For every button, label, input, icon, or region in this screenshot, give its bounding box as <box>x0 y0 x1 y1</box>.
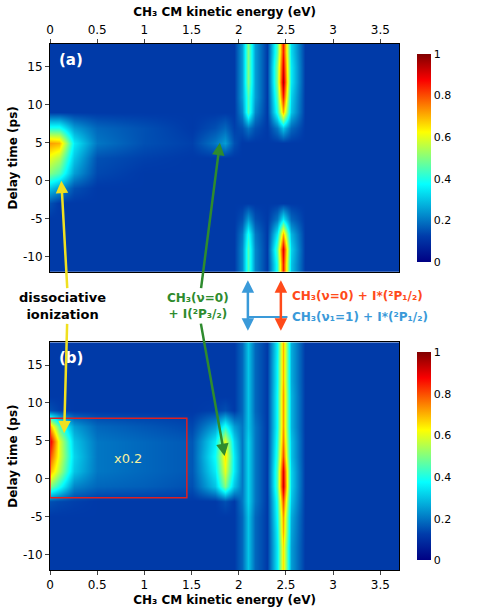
svg-text:1: 1 <box>434 48 441 61</box>
svg-text:0.8: 0.8 <box>434 388 452 401</box>
svg-text:3: 3 <box>329 578 337 592</box>
svg-text:CH₃(ν=0) + I*(²P₁/₂): CH₃(ν=0) + I*(²P₁/₂) <box>292 289 423 303</box>
svg-text:0.2: 0.2 <box>434 512 452 525</box>
svg-text:0: 0 <box>35 174 43 188</box>
svg-text:dissociativeionization: dissociativeionization <box>19 290 106 322</box>
svg-text:1: 1 <box>141 578 149 592</box>
svg-text:5: 5 <box>35 434 43 448</box>
svg-text:1: 1 <box>434 346 441 359</box>
svg-text:2.5: 2.5 <box>276 578 295 592</box>
svg-text:CH₃(ν=0)+ I(²P₃/₂): CH₃(ν=0)+ I(²P₃/₂) <box>167 291 229 321</box>
svg-text:10: 10 <box>27 396 42 410</box>
svg-text:0: 0 <box>46 578 54 592</box>
svg-text:0.4: 0.4 <box>434 173 452 186</box>
svg-text:CH₃(ν₁=1) + I*(²P₁/₂): CH₃(ν₁=1) + I*(²P₁/₂) <box>292 310 428 324</box>
svg-text:(a): (a) <box>59 51 83 69</box>
svg-text:1: 1 <box>141 23 149 37</box>
svg-text:0.5: 0.5 <box>88 23 107 37</box>
svg-text:15: 15 <box>27 358 42 372</box>
svg-text:2: 2 <box>235 23 243 37</box>
svg-text:CH₃ CM kinetic energy (eV): CH₃ CM kinetic energy (eV) <box>133 593 316 607</box>
svg-text:3.5: 3.5 <box>371 578 390 592</box>
svg-text:5: 5 <box>35 136 43 150</box>
svg-text:0: 0 <box>46 23 54 37</box>
svg-text:0: 0 <box>434 554 441 567</box>
svg-text:-5: -5 <box>31 212 43 226</box>
svg-text:0.8: 0.8 <box>434 89 452 102</box>
svg-text:3: 3 <box>329 23 337 37</box>
svg-text:0.4: 0.4 <box>434 471 452 484</box>
svg-text:x0.2: x0.2 <box>114 451 142 466</box>
svg-text:2.5: 2.5 <box>276 23 295 37</box>
svg-text:3.5: 3.5 <box>371 23 390 37</box>
svg-text:10: 10 <box>27 98 42 112</box>
svg-text:1.5: 1.5 <box>182 578 201 592</box>
svg-text:Delay time (ps): Delay time (ps) <box>6 404 20 507</box>
svg-text:0.2: 0.2 <box>434 214 452 227</box>
svg-text:0.6: 0.6 <box>434 131 452 144</box>
svg-text:0: 0 <box>434 256 441 269</box>
svg-text:Delay time (ps): Delay time (ps) <box>6 106 20 209</box>
svg-text:2: 2 <box>235 578 243 592</box>
svg-text:15: 15 <box>27 60 42 74</box>
svg-text:(b): (b) <box>59 349 83 367</box>
svg-text:0: 0 <box>35 472 43 486</box>
svg-text:0.5: 0.5 <box>88 578 107 592</box>
svg-text:1.5: 1.5 <box>182 23 201 37</box>
svg-text:0.6: 0.6 <box>434 429 452 442</box>
svg-text:-5: -5 <box>31 510 43 524</box>
svg-text:-10: -10 <box>23 548 43 562</box>
svg-text:CH₃ CM kinetic energy (eV): CH₃ CM kinetic energy (eV) <box>133 5 316 19</box>
svg-text:-10: -10 <box>23 250 43 264</box>
